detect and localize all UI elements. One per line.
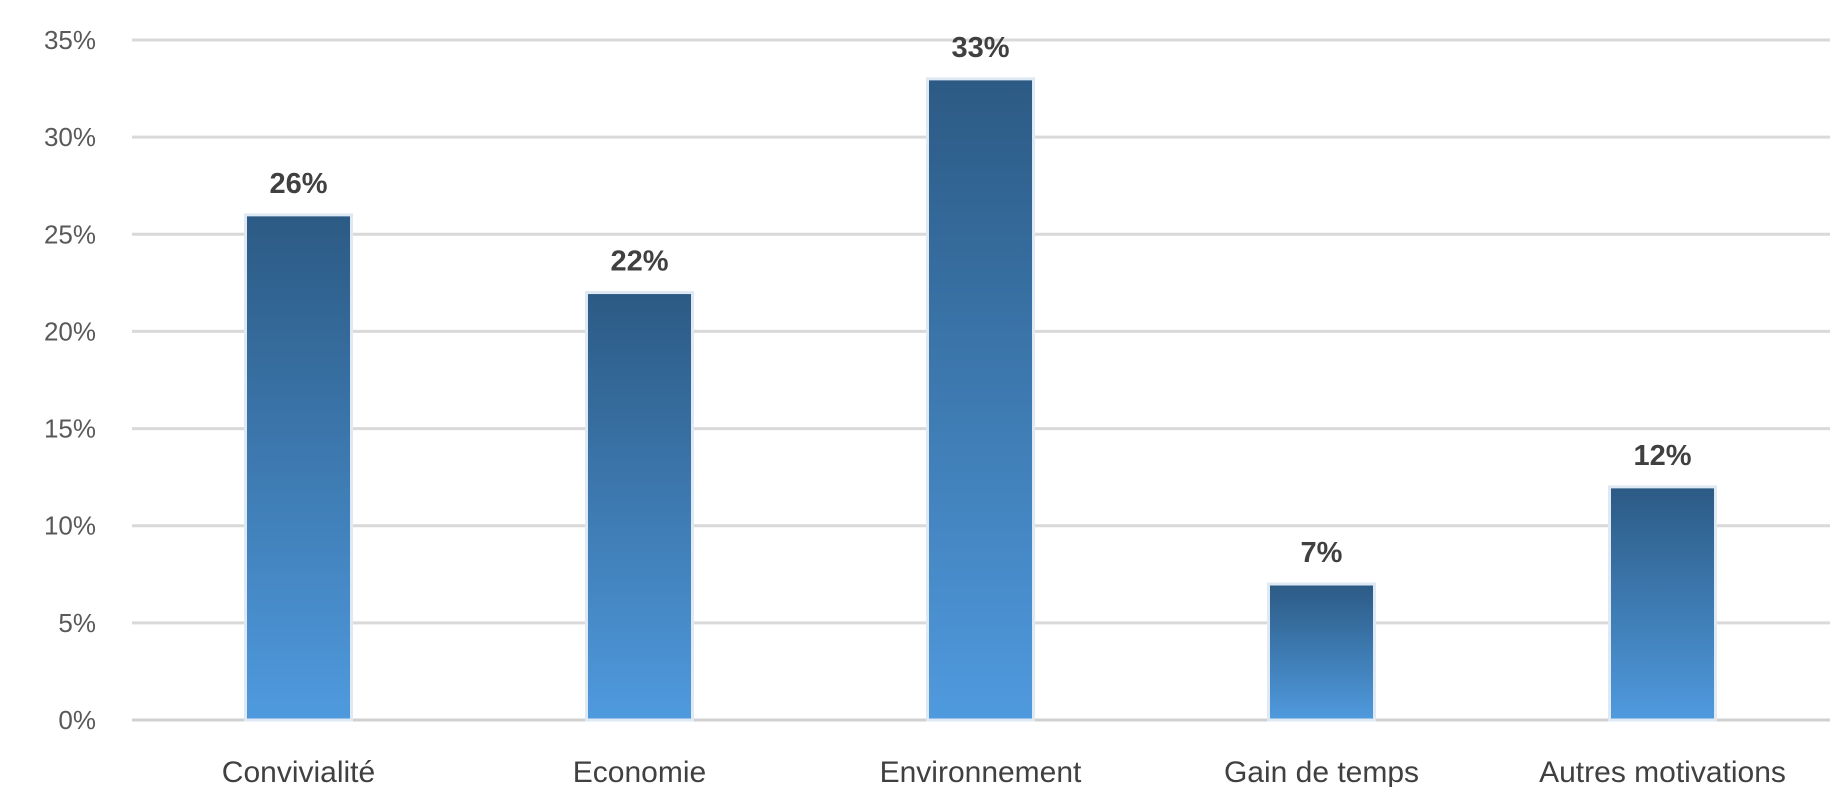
bar bbox=[244, 213, 353, 722]
bars bbox=[244, 77, 1717, 722]
y-tick-label: 35% bbox=[44, 25, 96, 55]
y-tick-label: 30% bbox=[44, 122, 96, 152]
x-tick-label: Gain de temps bbox=[1224, 756, 1419, 787]
bar bbox=[585, 291, 694, 722]
x-tick-label: Convivialité bbox=[222, 756, 375, 787]
data-label: 33% bbox=[951, 32, 1009, 64]
x-tick-label: Autres motivations bbox=[1539, 756, 1786, 787]
x-tick-label: Environnement bbox=[880, 756, 1082, 787]
y-tick-label: 20% bbox=[44, 316, 96, 346]
x-axis-ticks: Convivialité Economie Environnement Gain de… bbox=[222, 756, 1786, 787]
bar bbox=[926, 77, 1035, 722]
y-tick-label: 25% bbox=[44, 219, 96, 249]
bar bbox=[1608, 485, 1717, 722]
data-label: 22% bbox=[610, 246, 668, 278]
data-label: 7% bbox=[1301, 537, 1343, 569]
data-labels: 26% 22% 33% 7% 12% bbox=[269, 32, 1691, 569]
y-tick-label: 10% bbox=[44, 511, 96, 541]
y-tick-label: 15% bbox=[44, 414, 96, 444]
y-tick-label: 0% bbox=[58, 705, 96, 735]
y-tick-label: 5% bbox=[58, 608, 96, 638]
data-label: 26% bbox=[269, 168, 327, 200]
y-axis-ticks: 0% 5% 10% 15% 20% 25% 30% 35% bbox=[44, 25, 96, 735]
x-tick-label: Economie bbox=[573, 756, 706, 787]
bar bbox=[1267, 582, 1376, 722]
data-label: 12% bbox=[1633, 440, 1691, 472]
